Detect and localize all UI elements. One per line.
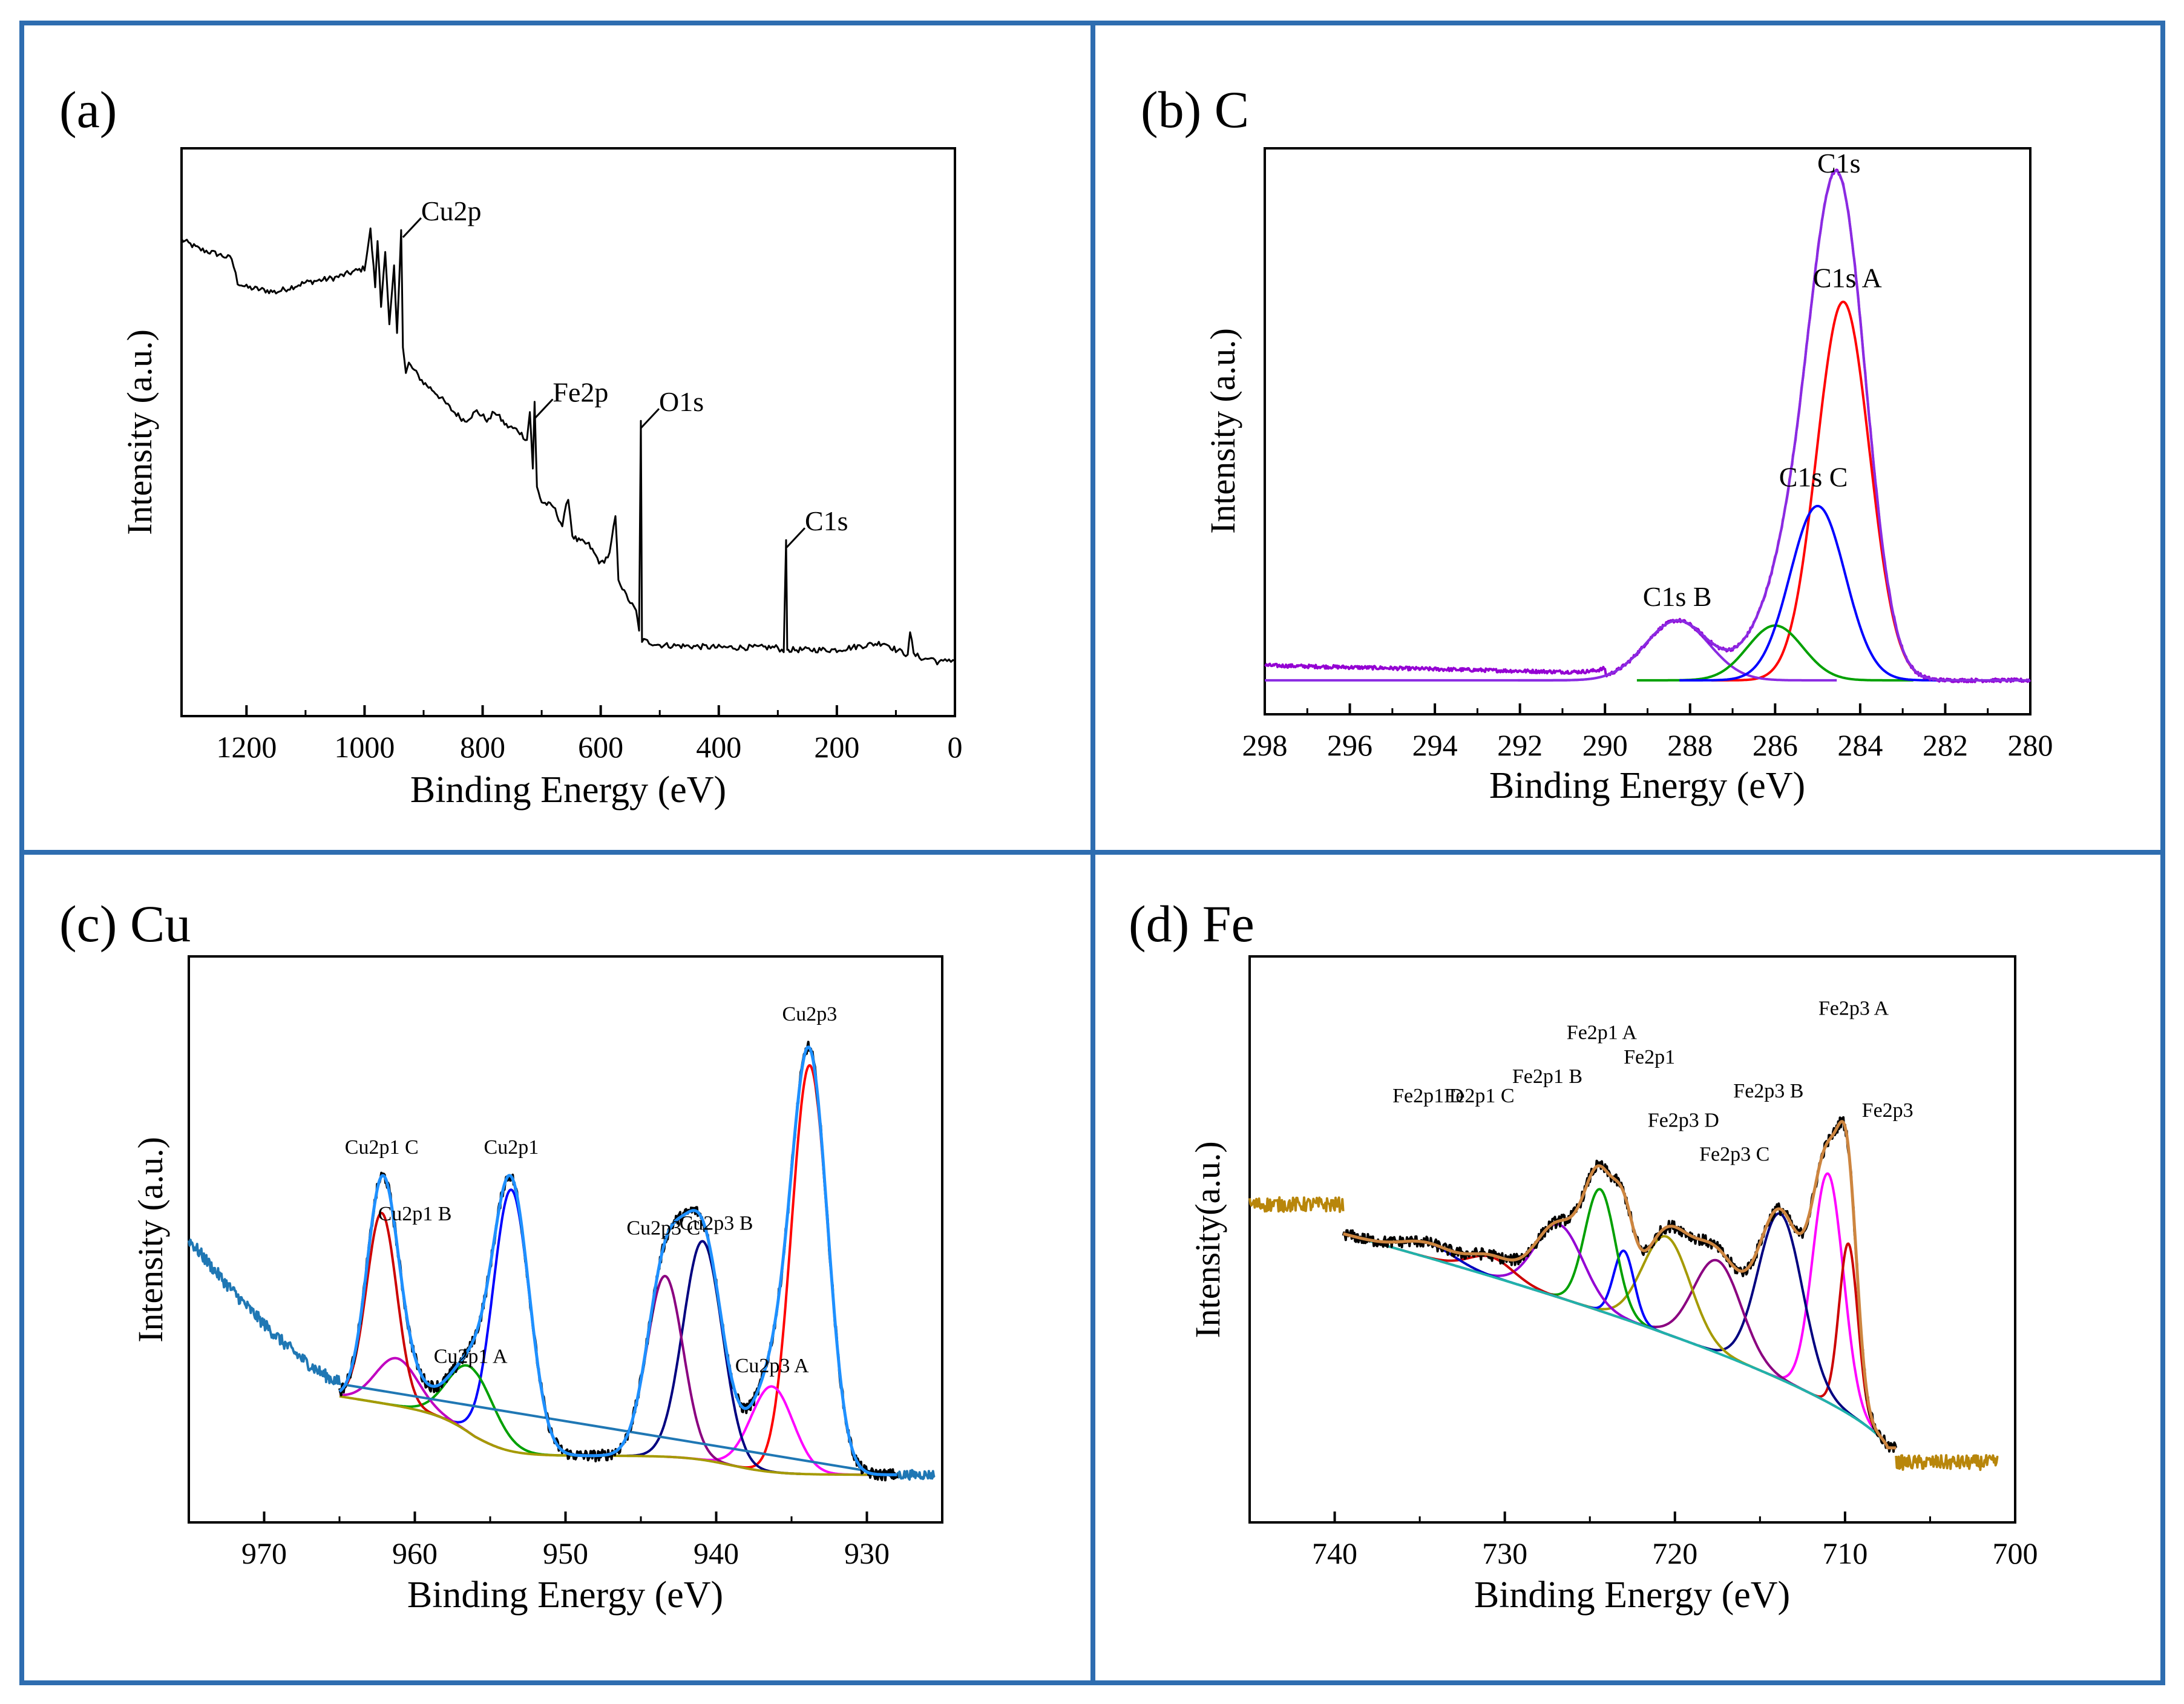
x-tick-label: 740	[1312, 1536, 1357, 1570]
raw-spectrum	[1342, 1116, 1898, 1453]
x-tick-label: 280	[2008, 728, 2053, 762]
panel-a-label: (a)	[59, 81, 117, 139]
panel-a-xlabel: Binding Energy (eV)	[410, 769, 726, 811]
x-tick-label: 286	[1753, 728, 1798, 762]
peak-label: C1s B	[1643, 581, 1712, 612]
component-c1s-d	[1679, 505, 1956, 682]
x-tick-label: 282	[1923, 728, 1968, 762]
panel-a: (a) 1200 1000 800 600 400 200 0 Cu2p Fe2p O1s C1s…	[59, 81, 963, 811]
component-fe2p1-a	[1523, 1188, 1677, 1339]
panel-b-xlabel: Binding Energy (eV)	[1489, 765, 1805, 806]
background-line	[339, 1395, 897, 1476]
x-tick-label: 600	[578, 730, 623, 764]
peak-label: Fe2p3 B	[1733, 1080, 1803, 1102]
raw-extension	[1248, 1196, 1345, 1213]
panel-b-ylabel: Intensity (a.u.)	[1203, 328, 1242, 534]
x-tick-label: 970	[241, 1536, 287, 1570]
panel-a-axes-box	[180, 147, 956, 717]
x-tick-label: 700	[1993, 1536, 2038, 1570]
panel-d-label: (d) Fe	[1129, 895, 1254, 953]
x-tick-label: 298	[1242, 728, 1288, 762]
component-fe2p3-d	[1547, 1235, 1786, 1383]
peak-label: Cu2p3 B	[680, 1212, 753, 1235]
peak-label: Cu2p1 C	[345, 1136, 419, 1159]
panel-b: (b) C 298 296 294 292 290 288 286 284 282 280 C1s…	[1141, 81, 2053, 806]
leader-line	[785, 527, 806, 548]
peak-label: Fe2p1 B	[1512, 1065, 1582, 1088]
panel-d-xlabel: Binding Energy (eV)	[1474, 1574, 1790, 1616]
x-tick-label: 930	[844, 1536, 890, 1570]
panel-c: (c) Cu 970 960 950 940 930 Cu2p3 Cu2p1 C Cu2p1…	[59, 895, 943, 1616]
raw-spectrum	[338, 1041, 899, 1482]
envelope-fit	[1264, 169, 2031, 682]
x-tick-label: 950	[543, 1536, 588, 1570]
x-tick-label: 288	[1667, 728, 1713, 762]
peak-label: Cu2p3 A	[735, 1355, 809, 1377]
leader-line	[640, 408, 660, 429]
x-tick-label: 960	[392, 1536, 438, 1570]
x-tick-label: 284	[1837, 728, 1883, 762]
panel-d: (d) Fe 740 730 720 710 700 Fe2p3 A Fe2p3 Fe2p3…	[1129, 895, 2038, 1616]
panel-c-ylabel: Intensity (a.u.)	[131, 1137, 170, 1343]
peak-label: Fe2p	[553, 377, 608, 407]
x-tick-label: 730	[1482, 1536, 1527, 1570]
peak-label: Fe2p1	[1624, 1046, 1675, 1068]
peak-label: C1s C	[1779, 461, 1848, 492]
peak-label: Fe2p3 C	[1699, 1143, 1769, 1166]
x-tick-label: 296	[1327, 728, 1372, 762]
envelope-fit	[338, 1045, 898, 1476]
peak-label: Cu2p1 B	[378, 1203, 452, 1225]
x-tick-label: 0	[948, 730, 963, 764]
raw-extension-tail	[1895, 1454, 1999, 1472]
panel-b-label: (b) C	[1141, 81, 1249, 139]
peak-label: C1s	[1817, 148, 1861, 179]
component-fe2p1	[1572, 1249, 1676, 1338]
raw-extension	[188, 1239, 936, 1481]
x-tick-label: 1200	[216, 730, 277, 764]
peak-label: Fe2p1 C	[1444, 1085, 1514, 1107]
x-tick-label: 720	[1652, 1536, 1697, 1570]
peak-label: Fe2p3	[1862, 1099, 1913, 1122]
panel-a-ylabel: Intensity (a.u.)	[120, 329, 159, 535]
component-fe2p3-b	[1669, 1212, 1892, 1449]
x-tick-label: 1000	[334, 730, 395, 764]
survey-spectrum	[180, 227, 956, 666]
leader-line	[402, 217, 422, 238]
peak-label: Cu2p	[421, 196, 482, 226]
peak-label: Fe2p3 D	[1648, 1109, 1719, 1131]
peak-label: Cu2p3 C	[626, 1217, 700, 1239]
peak-label: Fe2p1 A	[1567, 1022, 1638, 1044]
peak-label: Fe2p1 D	[1392, 1085, 1464, 1107]
background-line	[1343, 1232, 1897, 1449]
x-tick-label: 800	[460, 730, 505, 764]
peak-label: Cu2p1	[484, 1136, 539, 1159]
envelope-fit	[1342, 1120, 1897, 1450]
x-tick-label: 290	[1582, 728, 1628, 762]
x-tick-label: 294	[1412, 728, 1458, 762]
panel-b-axes-box	[1264, 147, 2032, 715]
peak-label: C1s	[805, 505, 848, 536]
component-fe2p1-b	[1440, 1223, 1679, 1340]
peak-label: Fe2p3 A	[1818, 997, 1889, 1019]
panel-c-xlabel: Binding Energy (eV)	[407, 1574, 723, 1616]
x-tick-label: 400	[696, 730, 741, 764]
component-cu2p1	[420, 1188, 602, 1457]
x-tick-label: 200	[814, 730, 859, 764]
panel-c-label: (c) Cu	[59, 895, 191, 953]
x-tick-label: 940	[694, 1536, 739, 1570]
panel-d-ylabel: Intensity(a.u.)	[1188, 1141, 1227, 1338]
leader-line	[534, 398, 554, 419]
peak-label: C1s A	[1813, 262, 1882, 293]
peak-label: Cu2p1 A	[434, 1345, 508, 1367]
x-tick-label: 292	[1497, 728, 1543, 762]
peak-label: O1s	[659, 386, 704, 417]
peak-label: Cu2p3	[782, 1003, 838, 1025]
panel-d-axes-box	[1248, 955, 2016, 1524]
x-tick-label: 710	[1822, 1536, 1868, 1570]
